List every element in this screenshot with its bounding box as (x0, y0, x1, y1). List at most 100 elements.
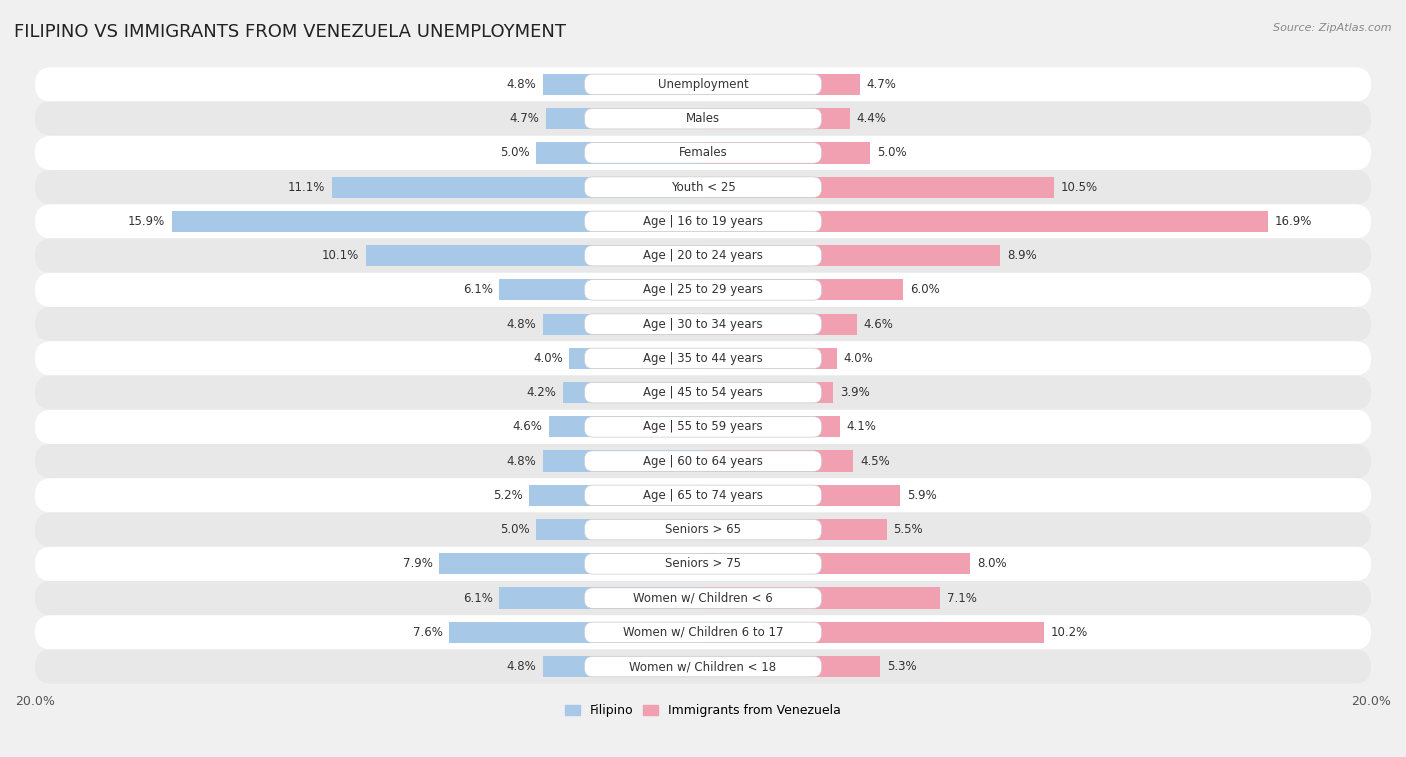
Text: 7.9%: 7.9% (402, 557, 433, 570)
Bar (529, 484, 703, 506)
Text: 8.9%: 8.9% (1007, 249, 1036, 262)
Text: 6.1%: 6.1% (463, 592, 492, 605)
FancyBboxPatch shape (585, 142, 821, 164)
Bar (536, 519, 703, 540)
Text: 4.7%: 4.7% (866, 78, 897, 91)
FancyBboxPatch shape (585, 451, 821, 472)
Text: 3.9%: 3.9% (839, 386, 870, 399)
FancyBboxPatch shape (35, 67, 1371, 101)
FancyBboxPatch shape (585, 553, 821, 574)
Bar (172, 210, 703, 232)
FancyBboxPatch shape (35, 444, 1371, 478)
FancyBboxPatch shape (35, 615, 1371, 650)
Text: 4.6%: 4.6% (513, 420, 543, 433)
Text: Females: Females (679, 146, 727, 160)
Text: 5.5%: 5.5% (893, 523, 922, 536)
Bar (703, 587, 941, 609)
Text: 7.1%: 7.1% (946, 592, 977, 605)
Text: 4.8%: 4.8% (506, 660, 536, 673)
Text: Seniors > 65: Seniors > 65 (665, 523, 741, 536)
Text: 4.8%: 4.8% (506, 455, 536, 468)
Text: Women w/ Children < 6: Women w/ Children < 6 (633, 592, 773, 605)
FancyBboxPatch shape (35, 650, 1371, 684)
Bar (703, 450, 853, 472)
Bar (703, 210, 1268, 232)
Text: 10.2%: 10.2% (1050, 626, 1088, 639)
Text: 8.0%: 8.0% (977, 557, 1007, 570)
Text: 6.0%: 6.0% (910, 283, 939, 297)
Bar (703, 313, 856, 335)
FancyBboxPatch shape (35, 478, 1371, 512)
Text: Seniors > 75: Seniors > 75 (665, 557, 741, 570)
Text: Age | 45 to 54 years: Age | 45 to 54 years (643, 386, 763, 399)
FancyBboxPatch shape (585, 622, 821, 643)
Bar (703, 176, 1053, 198)
Bar (550, 416, 703, 438)
Text: 5.0%: 5.0% (877, 146, 907, 160)
Bar (703, 347, 837, 369)
Bar (703, 245, 1000, 266)
Bar (543, 313, 703, 335)
Text: Unemployment: Unemployment (658, 78, 748, 91)
FancyBboxPatch shape (35, 307, 1371, 341)
FancyBboxPatch shape (35, 273, 1371, 307)
Bar (543, 656, 703, 678)
Text: 5.3%: 5.3% (887, 660, 917, 673)
Bar (569, 347, 703, 369)
Text: Age | 65 to 74 years: Age | 65 to 74 years (643, 489, 763, 502)
Text: 4.7%: 4.7% (509, 112, 540, 125)
Bar (703, 108, 851, 129)
Text: 5.9%: 5.9% (907, 489, 936, 502)
Bar (703, 73, 860, 95)
FancyBboxPatch shape (35, 581, 1371, 615)
Bar (562, 382, 703, 403)
FancyBboxPatch shape (35, 238, 1371, 273)
Text: 11.1%: 11.1% (288, 181, 326, 194)
Text: Age | 55 to 59 years: Age | 55 to 59 years (643, 420, 763, 433)
Bar (703, 519, 887, 540)
Legend: Filipino, Immigrants from Venezuela: Filipino, Immigrants from Venezuela (560, 699, 846, 722)
FancyBboxPatch shape (585, 211, 821, 232)
Text: Women w/ Children < 18: Women w/ Children < 18 (630, 660, 776, 673)
Text: Age | 20 to 24 years: Age | 20 to 24 years (643, 249, 763, 262)
Bar (499, 279, 703, 301)
Bar (543, 73, 703, 95)
FancyBboxPatch shape (585, 279, 821, 300)
FancyBboxPatch shape (585, 382, 821, 403)
FancyBboxPatch shape (585, 108, 821, 129)
Bar (366, 245, 703, 266)
FancyBboxPatch shape (585, 656, 821, 677)
FancyBboxPatch shape (35, 101, 1371, 136)
Bar (332, 176, 703, 198)
Text: 4.1%: 4.1% (846, 420, 876, 433)
Text: 5.0%: 5.0% (499, 146, 529, 160)
Text: 5.2%: 5.2% (494, 489, 523, 502)
FancyBboxPatch shape (585, 519, 821, 540)
Bar (543, 450, 703, 472)
Bar (449, 621, 703, 643)
Text: 4.5%: 4.5% (860, 455, 890, 468)
Text: Age | 35 to 44 years: Age | 35 to 44 years (643, 352, 763, 365)
Text: 4.4%: 4.4% (856, 112, 887, 125)
FancyBboxPatch shape (35, 375, 1371, 410)
Bar (703, 382, 834, 403)
FancyBboxPatch shape (585, 74, 821, 95)
Text: Males: Males (686, 112, 720, 125)
FancyBboxPatch shape (585, 245, 821, 266)
Bar (536, 142, 703, 164)
FancyBboxPatch shape (35, 512, 1371, 547)
Text: 4.8%: 4.8% (506, 318, 536, 331)
FancyBboxPatch shape (35, 547, 1371, 581)
FancyBboxPatch shape (35, 136, 1371, 170)
Text: 10.1%: 10.1% (322, 249, 359, 262)
Bar (439, 553, 703, 575)
Text: 6.1%: 6.1% (463, 283, 492, 297)
FancyBboxPatch shape (35, 410, 1371, 444)
Text: Youth < 25: Youth < 25 (671, 181, 735, 194)
Text: Age | 30 to 34 years: Age | 30 to 34 years (643, 318, 763, 331)
FancyBboxPatch shape (585, 177, 821, 198)
Text: 4.6%: 4.6% (863, 318, 893, 331)
Bar (499, 587, 703, 609)
Bar (703, 484, 900, 506)
Text: Women w/ Children 6 to 17: Women w/ Children 6 to 17 (623, 626, 783, 639)
